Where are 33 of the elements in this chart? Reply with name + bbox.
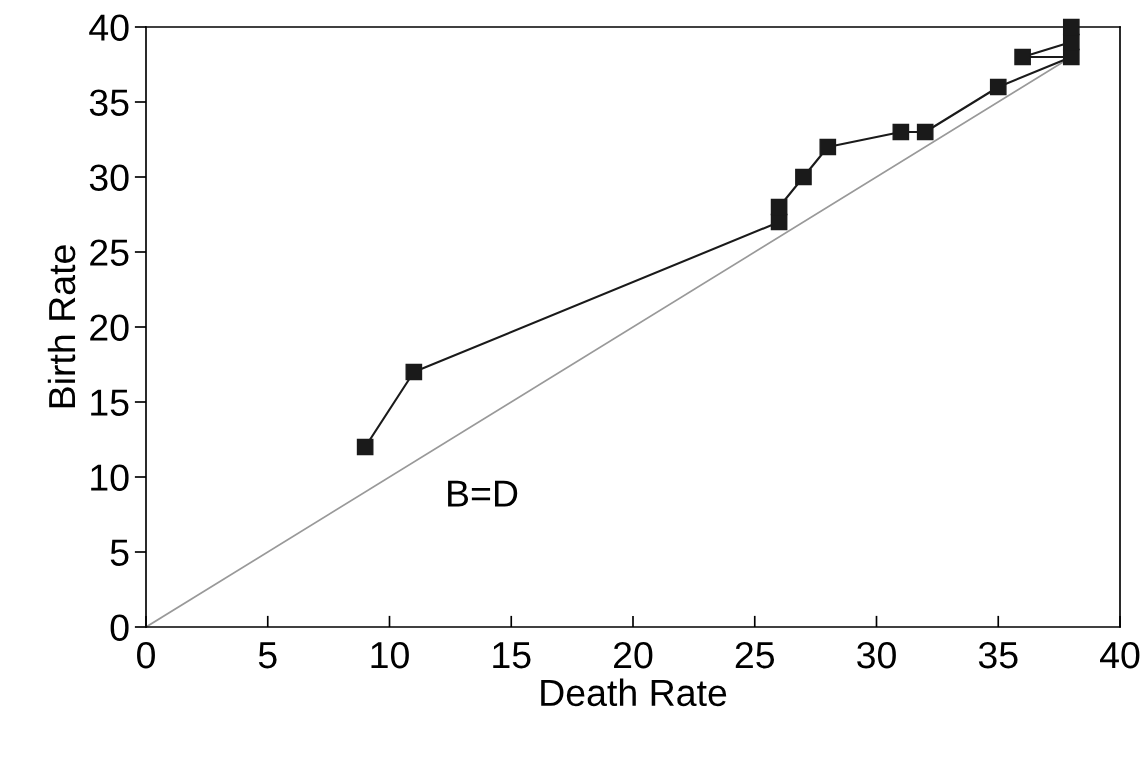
x-tick-label: 0	[137, 641, 155, 669]
point	[1062, 33, 1080, 51]
y-axis-title: Birth Rate	[47, 245, 76, 408]
point	[892, 123, 910, 141]
x-tick-label: 20	[614, 641, 653, 669]
point	[1062, 48, 1080, 66]
point	[356, 438, 374, 456]
point	[989, 78, 1007, 96]
point	[1014, 48, 1031, 66]
point	[916, 123, 934, 141]
x-tick-label: 10	[371, 641, 409, 669]
y-tick-label: 0	[110, 614, 129, 641]
y-tick-label: 5	[110, 539, 129, 566]
x-tick-label: 35	[978, 641, 1018, 669]
x-tick-label: 15	[493, 642, 531, 669]
x-tick-label: 25	[735, 641, 775, 669]
x-tick-label: 30	[857, 641, 896, 669]
point	[795, 168, 812, 186]
y-tick-label: 15	[91, 389, 129, 416]
x-axis-title: Death Rate	[541, 678, 727, 707]
point	[770, 198, 788, 216]
y-tick-label: 20	[90, 314, 129, 341]
point	[1062, 18, 1080, 36]
y-tick-label: 30	[89, 164, 129, 191]
y-tick-label: 25	[90, 239, 129, 266]
y-tick-label: 40	[89, 14, 129, 41]
y-tick-label: 35	[89, 89, 129, 116]
annotation: B=D	[448, 480, 518, 507]
x-tick-label: 5	[258, 642, 277, 669]
y-tick-label: 10	[91, 464, 129, 491]
point	[405, 363, 423, 381]
point	[819, 138, 837, 156]
x-tick-label: 40	[1100, 641, 1140, 669]
